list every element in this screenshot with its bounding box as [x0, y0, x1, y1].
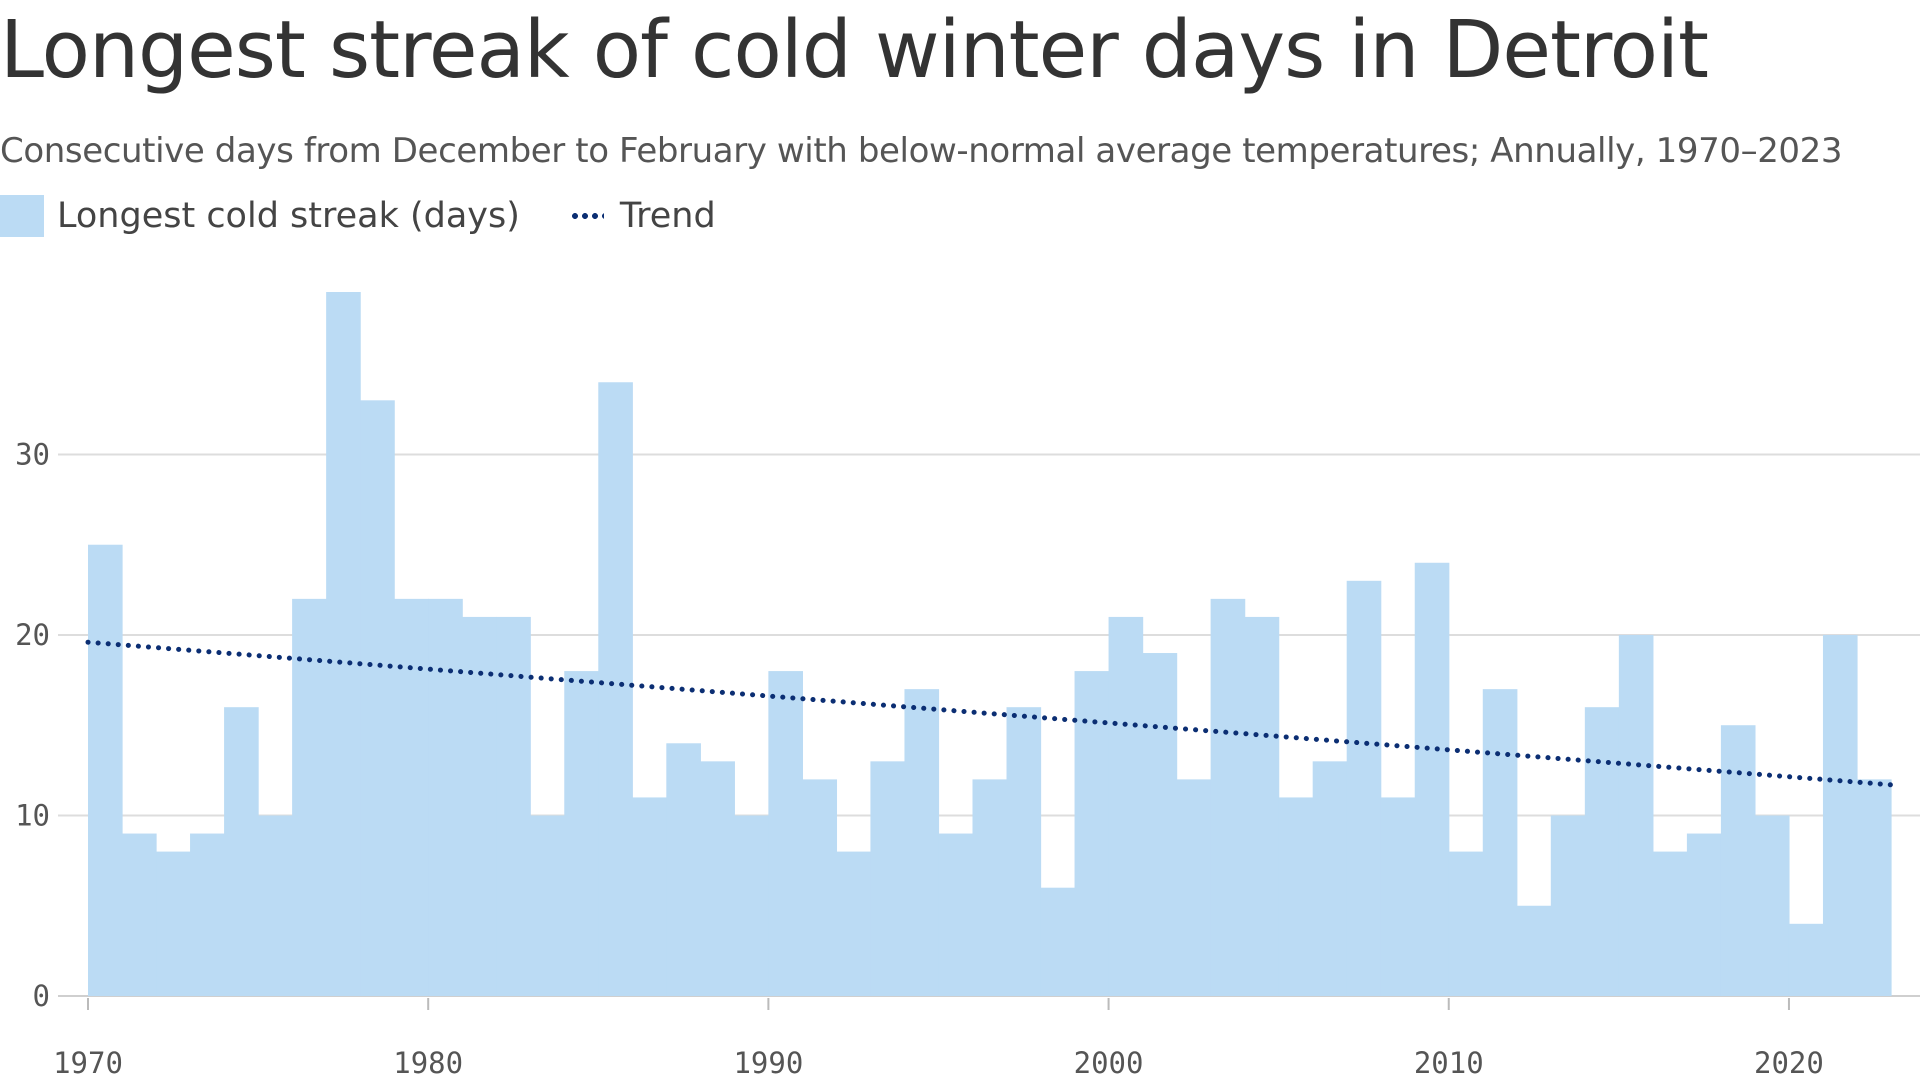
bar-2017	[1686, 833, 1722, 996]
bar-1993	[870, 761, 906, 996]
bar-1971	[122, 833, 157, 996]
bar-2018	[1720, 725, 1756, 996]
bar-1974	[224, 707, 259, 996]
bar-1999	[1074, 671, 1110, 996]
bar-1996	[972, 779, 1008, 996]
axes: 0 10 20 30 1970 1980 1990 2000 2010 2020	[15, 437, 1824, 1080]
legend-label-bars: Longest cold streak (days)	[57, 196, 520, 236]
bar-1997	[1006, 707, 1042, 996]
bar-2004	[1244, 616, 1280, 996]
bar-1990	[768, 671, 803, 996]
x-tick-label: 2010	[1414, 1046, 1484, 1080]
bar-1984	[564, 671, 599, 996]
bar-1995	[938, 833, 974, 996]
bar-2021	[1822, 634, 1858, 996]
bar-2007	[1346, 580, 1382, 996]
bar-1991	[802, 779, 838, 996]
bar-1989	[734, 815, 769, 996]
bar-1987	[666, 743, 701, 996]
chart-title: Longest streak of cold winter days in De…	[0, 4, 1709, 96]
x-tick-label: 1990	[733, 1046, 803, 1080]
bar-2008	[1380, 797, 1416, 996]
x-tick-label: 2000	[1074, 1046, 1144, 1080]
trend-line	[85, 639, 1894, 788]
bar-1979	[394, 598, 429, 996]
legend: Longest cold streak (days) Trend	[0, 194, 766, 238]
bar-1992	[836, 851, 872, 996]
bar-1972	[156, 851, 191, 996]
bar-1976	[292, 598, 327, 996]
bar-1982	[496, 616, 531, 996]
bar-2001	[1142, 653, 1178, 996]
bar-2005	[1278, 797, 1314, 996]
bar-1975	[258, 815, 293, 996]
bar-1986	[632, 797, 667, 996]
y-tick-label: 10	[15, 798, 50, 832]
bar-2006	[1312, 761, 1348, 996]
bar-1970	[88, 544, 123, 996]
bar-2015	[1618, 634, 1654, 996]
y-tick-label: 30	[15, 437, 50, 471]
x-tick-label: 1980	[393, 1046, 463, 1080]
x-tick-label: 2020	[1754, 1046, 1824, 1080]
bar-2022	[1856, 779, 1892, 996]
bar-2002	[1176, 779, 1212, 996]
bar-2014	[1584, 707, 1620, 996]
bar-2019	[1754, 815, 1790, 996]
chart-subtitle: Consecutive days from December to Februa…	[0, 131, 1843, 171]
bar-1994	[904, 689, 940, 996]
bar-2009	[1414, 562, 1450, 996]
bar-1977	[326, 292, 361, 996]
bar-1983	[530, 815, 565, 996]
bars	[88, 292, 1892, 996]
legend-label-trend: Trend	[619, 196, 716, 236]
bar-1985	[598, 382, 633, 996]
bar-1988	[700, 761, 735, 996]
bar-1978	[360, 400, 395, 996]
y-tick-label: 0	[33, 979, 50, 1013]
legend-swatch-trend	[569, 213, 604, 219]
bar-2020	[1788, 923, 1824, 996]
bar-2012	[1516, 905, 1552, 996]
bar-1998	[1040, 887, 1076, 996]
bar-2010	[1448, 851, 1484, 996]
bar-2016	[1652, 851, 1688, 996]
x-tick-label: 1970	[53, 1046, 123, 1080]
bar-2013	[1550, 815, 1586, 996]
bar-2003	[1210, 598, 1246, 996]
bar-1973	[190, 833, 225, 996]
legend-swatch-bar	[0, 195, 44, 237]
bar-2000	[1108, 616, 1144, 996]
legend-item-bars: Longest cold streak (days)	[0, 195, 520, 237]
bar-2011	[1482, 689, 1518, 996]
bar-1980	[428, 598, 463, 996]
bar-1981	[462, 616, 497, 996]
legend-item-trend: Trend	[569, 196, 716, 236]
y-tick-label: 20	[15, 618, 50, 652]
trend	[85, 639, 1894, 788]
